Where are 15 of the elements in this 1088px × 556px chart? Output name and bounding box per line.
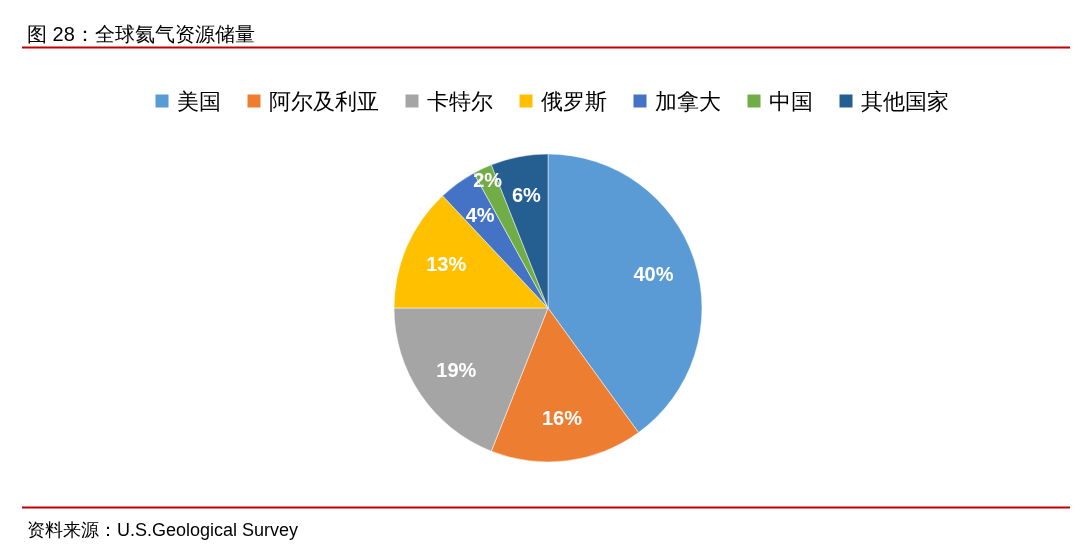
- chart-title: 图 28：全球氦气资源储量: [27, 23, 255, 45]
- legend-label: 阿尔及利亚: [268, 88, 379, 114]
- data-label: 40%: [633, 262, 674, 285]
- data-label: 6%: [511, 183, 542, 206]
- legend-label: 俄罗斯: [540, 88, 607, 114]
- legend-label: 美国: [176, 88, 221, 114]
- data-label: 4%: [465, 203, 495, 226]
- data-label: 13%: [426, 252, 467, 275]
- data-label: 16%: [541, 407, 583, 430]
- text: 资料来源：U.S.Geological Survey: [27, 520, 299, 540]
- data-label: 19%: [436, 359, 477, 382]
- legend-label: 卡特尔: [426, 88, 493, 114]
- legend-label: 加拿大: [654, 88, 721, 114]
- legend-label: 中国: [768, 88, 813, 114]
- legend-label: 其他国家: [860, 88, 949, 114]
